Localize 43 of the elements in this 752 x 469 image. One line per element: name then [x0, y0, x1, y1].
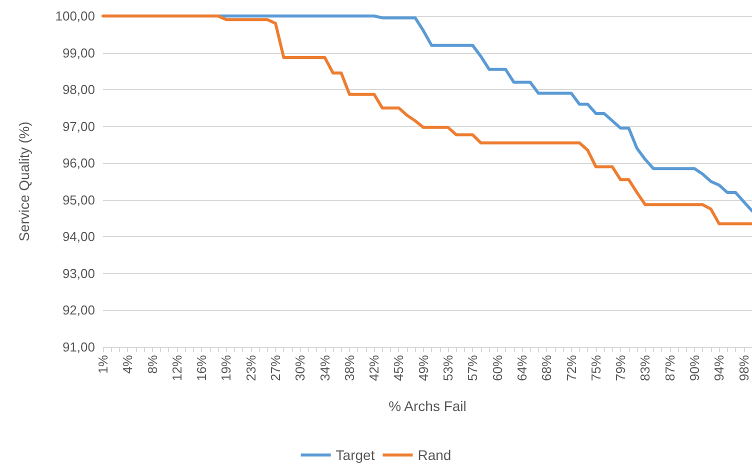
x-tick-label: 49% [416, 354, 431, 382]
y-axis-title: Service Quality (%) [16, 122, 32, 242]
y-tick-label: 94,00 [62, 229, 95, 244]
y-tick-label: 92,00 [62, 302, 95, 318]
x-tick-label: 4% [120, 354, 136, 374]
x-tick-label: 79% [613, 354, 628, 382]
y-tick-label: 91,00 [62, 340, 95, 354]
x-axis-title: % Archs Fail [388, 398, 466, 414]
x-tick-label: 30% [292, 354, 308, 382]
y-tick-label: 99,00 [62, 45, 95, 60]
legend-label: Target [336, 447, 375, 463]
x-tick-label: 23% [243, 354, 258, 382]
x-tick-label: 8% [144, 354, 160, 374]
x-tick-label: 60% [490, 354, 505, 382]
y-tick-label: 96,00 [62, 156, 95, 171]
x-tick-label: 12% [169, 354, 184, 382]
x-tick-label: 27% [268, 354, 284, 382]
line-series [102, 14, 752, 226]
x-tick-label: 53% [440, 354, 456, 382]
x-tick-label: 42% [366, 354, 382, 382]
x-tick-label: 90% [686, 354, 702, 382]
x-tick-label: 68% [539, 354, 554, 382]
x-tick-label: 38% [342, 354, 357, 382]
x-tick-label: 87% [662, 354, 678, 382]
x-tick-label: 45% [391, 354, 406, 382]
x-tick-label: 94% [712, 354, 727, 382]
line-series [216, 14, 752, 212]
x-tick-label: 57% [465, 354, 480, 382]
x-tick-label: 64% [514, 354, 530, 382]
y-tick-label: 95,00 [62, 192, 95, 208]
x-tick-label: 83% [638, 354, 653, 382]
x-tick-label: 16% [194, 354, 210, 382]
x-tick-label: 75% [588, 354, 604, 382]
y-tick-label: 100,00 [55, 8, 95, 24]
x-tick-label: 34% [317, 354, 332, 382]
x-tick-label: 98% [736, 354, 752, 382]
x-tick-label: 19% [218, 354, 234, 382]
x-tick-label: 72% [564, 354, 579, 382]
x-tick-label: 1% [96, 354, 110, 374]
y-tick-label: 97,00 [62, 118, 95, 134]
y-tick-label: 93,00 [62, 266, 95, 281]
y-tick-label: 98,00 [62, 82, 95, 98]
legend-label: Rand [418, 447, 452, 463]
